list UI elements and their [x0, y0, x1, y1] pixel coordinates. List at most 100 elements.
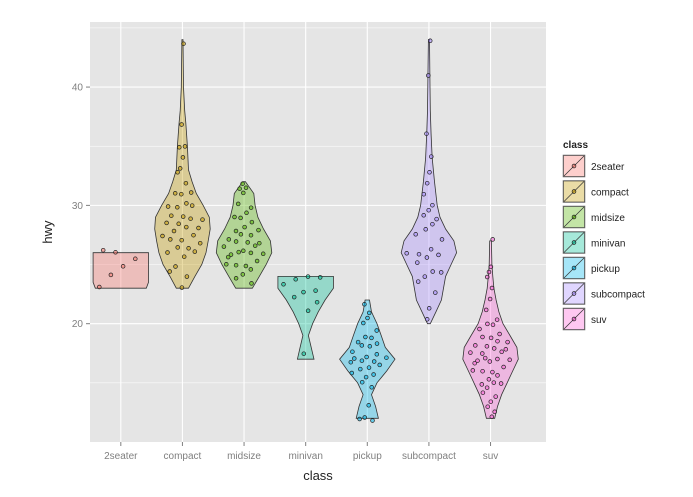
point-minivan — [313, 288, 318, 293]
point-midsize — [233, 228, 239, 234]
point-compact — [175, 205, 180, 210]
point-midsize — [244, 210, 249, 216]
grid-lines — [90, 22, 546, 442]
point-midsize — [233, 239, 239, 244]
point-pickup — [371, 372, 376, 377]
point-subcompact — [428, 246, 434, 252]
point-midsize — [248, 232, 254, 238]
point-midsize — [254, 258, 260, 264]
point-compact — [164, 220, 169, 226]
point-minivan — [301, 289, 306, 295]
point-pickup — [367, 344, 373, 349]
point-suv — [493, 394, 498, 399]
point-midsize — [252, 243, 258, 248]
point-midsize — [248, 267, 254, 272]
point-midsize — [233, 276, 239, 281]
point-compact — [189, 203, 195, 208]
point-minivan — [317, 275, 323, 280]
axes: 20 30 40 2seater compact midsize minivan pickup… — [72, 83, 498, 462]
point-pickup — [363, 334, 368, 340]
point-subcompact — [423, 227, 428, 232]
point-suv — [483, 307, 489, 313]
point-pickup — [355, 339, 361, 345]
point-minivan — [314, 299, 320, 305]
point-subcompact — [426, 207, 431, 213]
legend-label-suv: suv — [591, 315, 607, 326]
point-compact — [179, 122, 184, 127]
point-suv — [486, 269, 492, 275]
point-pickup — [352, 356, 357, 361]
point-subcompact — [430, 202, 435, 208]
point-midsize — [224, 262, 229, 267]
violins — [92, 39, 519, 419]
point-pickup — [371, 359, 377, 364]
violin-2seater — [92, 252, 149, 289]
point-pickup — [366, 310, 372, 316]
point-subcompact — [424, 255, 430, 260]
x-tick-label: pickup — [353, 451, 382, 462]
point-midsize — [260, 251, 266, 257]
point-midsize — [249, 219, 255, 225]
point-suv — [499, 349, 504, 355]
point-midsize — [236, 249, 241, 255]
point-suv — [488, 399, 494, 404]
point-midsize — [235, 201, 241, 207]
point-compact — [200, 217, 205, 222]
point-minivan — [291, 294, 297, 300]
point-compact — [171, 228, 177, 234]
legend-label-midsize: midsize — [591, 213, 625, 224]
point-subcompact — [426, 73, 431, 78]
point-pickup — [374, 341, 380, 346]
point-midsize — [237, 186, 242, 191]
point-suv — [485, 321, 490, 327]
point-suv — [468, 350, 473, 355]
point-pickup — [377, 362, 382, 368]
point-suv — [495, 356, 500, 362]
point-2seater — [100, 247, 106, 253]
point-compact — [172, 191, 178, 196]
point-pickup — [362, 415, 367, 420]
point-suv — [491, 346, 497, 351]
y-tick-label: 40 — [72, 83, 84, 94]
point-pickup — [363, 374, 369, 380]
point-midsize — [257, 240, 262, 246]
point-pickup — [350, 349, 355, 354]
point-suv — [505, 339, 510, 345]
point-suv — [484, 344, 490, 349]
violin-suv — [462, 240, 519, 419]
point-minivan — [305, 274, 311, 279]
point-compact — [186, 246, 191, 251]
legend: class 2seater compact midsize minivan pickup… — [562, 140, 645, 331]
legend-key-point — [571, 214, 577, 220]
point-suv — [497, 331, 502, 337]
point-minivan — [281, 282, 286, 287]
point-suv — [491, 380, 497, 385]
point-suv — [485, 404, 490, 409]
legend-label-2seater: 2seater — [591, 162, 625, 173]
point-suv — [486, 377, 492, 382]
point-suv — [470, 368, 476, 373]
point-pickup — [364, 354, 369, 360]
point-subcompact — [436, 252, 441, 258]
point-compact — [180, 155, 186, 160]
point-subcompact — [413, 232, 418, 237]
point-pickup — [348, 359, 354, 365]
point-minivan — [301, 351, 307, 356]
point-midsize — [249, 281, 254, 286]
point-midsize — [248, 205, 254, 210]
point-suv — [487, 296, 493, 302]
point-suv — [490, 237, 495, 242]
point-subcompact — [426, 306, 432, 311]
point-compact — [176, 221, 181, 227]
violin-pickup — [339, 299, 396, 419]
point-suv — [501, 364, 506, 370]
point-midsize — [243, 263, 249, 269]
point-suv — [472, 360, 477, 366]
point-pickup — [362, 302, 367, 307]
point-suv — [494, 317, 500, 322]
point-midsize — [233, 262, 239, 268]
point-midsize — [240, 181, 245, 186]
point-suv — [488, 264, 494, 270]
point-compact — [165, 204, 171, 209]
violin-compact — [154, 39, 211, 289]
